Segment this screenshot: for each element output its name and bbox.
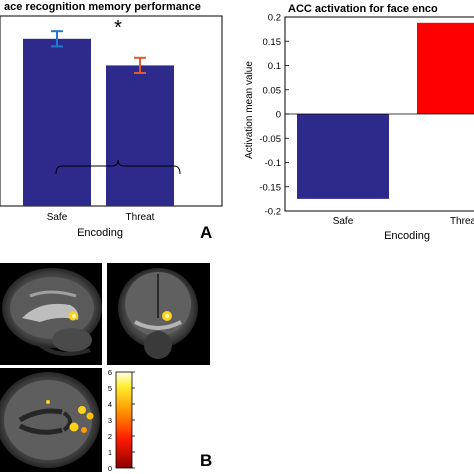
colorbar: 6 5 4 3 2 1 0 xyxy=(108,368,135,473)
activation-blob xyxy=(46,400,50,404)
x-axis-label: Encoding xyxy=(384,230,430,242)
chart-title: ACC activation for face enco xyxy=(288,3,438,15)
activation-blob xyxy=(81,427,87,433)
y-tick-label: 0 xyxy=(276,110,281,121)
y-tick-label: 0.2 xyxy=(268,13,281,24)
tick-label-safe: Safe xyxy=(47,212,68,223)
colorbar-tick-label: 0 xyxy=(108,464,112,473)
y-tick-label: 0.1 xyxy=(268,61,281,72)
colorbar-tick-label: 5 xyxy=(108,384,112,393)
significance-bracket xyxy=(55,159,181,175)
panel-label-b: B xyxy=(200,451,213,470)
activation-blob xyxy=(86,412,94,420)
y-tick-label: 0.05 xyxy=(263,85,282,96)
chart-title: ace recognition memory performance xyxy=(4,1,201,13)
y-tick-label: -0.15 xyxy=(259,182,281,193)
x-axis-label: Encoding xyxy=(77,227,123,239)
y-axis-label: Activation mean value xyxy=(244,61,255,159)
sagittal-brain-image xyxy=(0,263,102,365)
error-bar-safe xyxy=(51,30,63,48)
colorbar-tick-label: 1 xyxy=(108,448,112,457)
activation-blob xyxy=(78,406,86,414)
y-tick-label: -0.2 xyxy=(265,207,281,218)
acc-activation-chart: ACC activation for face enco Activation … xyxy=(244,3,474,242)
colorbar-tick-label: 3 xyxy=(108,416,112,425)
tick-label-threat: Threa xyxy=(450,216,474,227)
colorbar-tick-label: 4 xyxy=(108,400,112,409)
y-tick-label: -0.05 xyxy=(259,134,281,145)
y-tick-label: 0.15 xyxy=(263,37,282,48)
coronal-brain-image xyxy=(107,263,210,365)
colorbar-tick-label: 2 xyxy=(108,432,112,441)
significance-star: * xyxy=(114,17,122,39)
bar-safe xyxy=(23,38,91,206)
bar-threat xyxy=(106,65,174,207)
colorbar-tick-label: 6 xyxy=(108,368,112,377)
tick-label-threat: Threat xyxy=(126,212,155,223)
bar-safe xyxy=(297,114,389,199)
axial-brain-image xyxy=(0,368,102,472)
activation-blob xyxy=(69,422,79,432)
panel-label-a: A xyxy=(200,223,213,242)
y-tick-label: -0.1 xyxy=(265,158,281,169)
memory-performance-chart: ace recognition memory performance * Saf… xyxy=(0,1,223,239)
tick-label-safe: Safe xyxy=(333,216,354,227)
bar-threat xyxy=(417,22,474,114)
error-bar-threat xyxy=(134,56,146,74)
